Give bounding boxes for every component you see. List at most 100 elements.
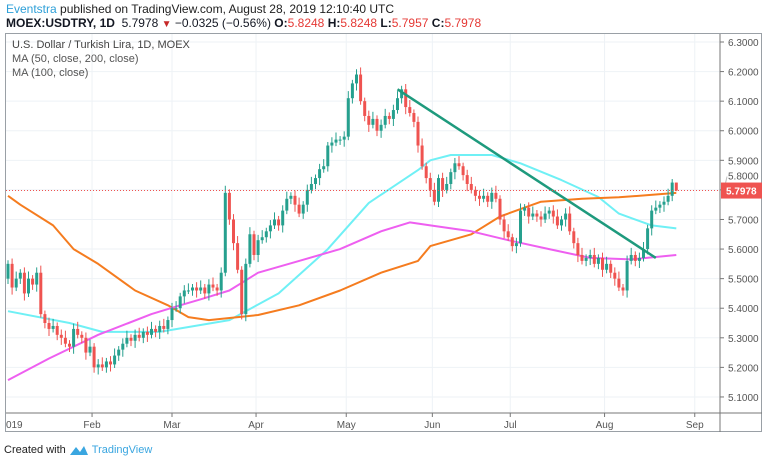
- candle-down[interactable]: [568, 213, 572, 232]
- candle-up[interactable]: [338, 139, 342, 141]
- legend-ma-50-200[interactable]: MA (50, close, 200, close): [12, 53, 139, 65]
- candle-down[interactable]: [387, 115, 391, 119]
- candle-up[interactable]: [6, 263, 10, 279]
- candle-up[interactable]: [642, 249, 645, 258]
- candle-down[interactable]: [252, 234, 256, 255]
- candle-up[interactable]: [301, 204, 305, 214]
- candle-down[interactable]: [461, 166, 465, 176]
- candle-down[interactable]: [424, 166, 428, 179]
- candle-up[interactable]: [113, 355, 117, 365]
- candle-up[interactable]: [396, 98, 399, 111]
- candle-up[interactable]: [625, 260, 629, 291]
- candle-up[interactable]: [584, 257, 588, 261]
- candle-up[interactable]: [383, 115, 387, 125]
- candle-up[interactable]: [514, 243, 518, 247]
- candle-down[interactable]: [592, 254, 596, 264]
- candle-down[interactable]: [297, 204, 301, 214]
- candle-down[interactable]: [539, 216, 543, 220]
- candle-up[interactable]: [629, 254, 633, 261]
- candle-up[interactable]: [219, 272, 223, 291]
- candle-up[interactable]: [186, 290, 190, 292]
- candle-up[interactable]: [96, 364, 100, 368]
- candle-up[interactable]: [564, 213, 568, 220]
- candle-down[interactable]: [31, 278, 35, 285]
- candle-down[interactable]: [617, 278, 621, 288]
- candle-down[interactable]: [502, 219, 506, 232]
- candle-up[interactable]: [207, 284, 211, 294]
- candle-up[interactable]: [248, 234, 252, 264]
- candle-up[interactable]: [453, 163, 457, 173]
- candle-up[interactable]: [346, 98, 350, 137]
- candle-up[interactable]: [199, 287, 203, 291]
- candle-up[interactable]: [174, 308, 178, 310]
- ma-line-ma-100[interactable]: [7, 221, 677, 381]
- candle-down[interactable]: [432, 189, 436, 202]
- candle-down[interactable]: [211, 284, 215, 288]
- candle-up[interactable]: [309, 183, 313, 190]
- candle-up[interactable]: [330, 142, 334, 146]
- candle-up[interactable]: [523, 207, 527, 211]
- candle-up[interactable]: [88, 346, 92, 353]
- trendline[interactable]: [396, 88, 657, 259]
- candle-up[interactable]: [379, 124, 383, 131]
- candle-down[interactable]: [100, 364, 104, 368]
- legend-ma-100[interactable]: MA (100, close): [12, 67, 89, 79]
- candle-up[interactable]: [646, 228, 650, 250]
- candle-down[interactable]: [555, 216, 559, 226]
- candle-down[interactable]: [535, 213, 539, 217]
- candle-down[interactable]: [129, 337, 133, 341]
- candle-down[interactable]: [359, 74, 363, 102]
- candle-down[interactable]: [469, 183, 473, 190]
- candle-up[interactable]: [14, 278, 18, 288]
- candle-up[interactable]: [490, 192, 494, 202]
- candle-down[interactable]: [59, 334, 63, 338]
- candle-up[interactable]: [281, 210, 285, 226]
- candle-down[interactable]: [363, 101, 367, 116]
- candle-down[interactable]: [145, 331, 149, 335]
- candle-down[interactable]: [473, 189, 477, 196]
- candle-down[interactable]: [576, 243, 580, 255]
- candle-up[interactable]: [35, 272, 39, 285]
- author-link[interactable]: Eventstra: [6, 2, 57, 16]
- candle-down[interactable]: [92, 346, 96, 368]
- ma-line-ma-200[interactable]: [7, 191, 677, 322]
- candle-down[interactable]: [55, 325, 59, 335]
- candle-up[interactable]: [125, 337, 129, 344]
- candle-up[interactable]: [260, 237, 264, 241]
- candle-down[interactable]: [63, 337, 67, 344]
- candle-down[interactable]: [227, 192, 231, 220]
- candle-down[interactable]: [375, 118, 379, 131]
- candle-up[interactable]: [18, 272, 22, 279]
- candle-down[interactable]: [486, 195, 490, 202]
- candle-down[interactable]: [84, 337, 88, 353]
- candle-down[interactable]: [498, 198, 502, 220]
- candle-down[interactable]: [76, 328, 80, 335]
- candle-down[interactable]: [80, 334, 84, 338]
- candle-down[interactable]: [215, 287, 219, 291]
- candle-up[interactable]: [244, 263, 248, 315]
- candle-up[interactable]: [285, 198, 289, 211]
- candle-up[interactable]: [650, 210, 654, 229]
- candle-up[interactable]: [355, 74, 358, 84]
- candle-up[interactable]: [342, 136, 346, 140]
- candle-up[interactable]: [322, 166, 326, 170]
- candle-up[interactable]: [27, 278, 30, 294]
- candle-up[interactable]: [256, 240, 260, 255]
- candle-down[interactable]: [465, 175, 469, 184]
- candle-up[interactable]: [150, 328, 153, 335]
- candle-down[interactable]: [162, 325, 166, 329]
- candle-up[interactable]: [141, 331, 145, 338]
- candle-down[interactable]: [457, 163, 461, 167]
- candle-up[interactable]: [326, 145, 330, 167]
- candle-up[interactable]: [547, 210, 551, 214]
- candle-up[interactable]: [519, 210, 522, 244]
- candle-up[interactable]: [666, 195, 670, 202]
- candle-down[interactable]: [39, 272, 43, 315]
- candle-up[interactable]: [596, 257, 600, 264]
- candle-down[interactable]: [428, 178, 432, 190]
- candle-up[interactable]: [560, 219, 563, 226]
- candle-up[interactable]: [170, 308, 174, 321]
- candle-up[interactable]: [289, 195, 293, 199]
- candle-down[interactable]: [506, 231, 510, 238]
- candle-down[interactable]: [154, 328, 158, 332]
